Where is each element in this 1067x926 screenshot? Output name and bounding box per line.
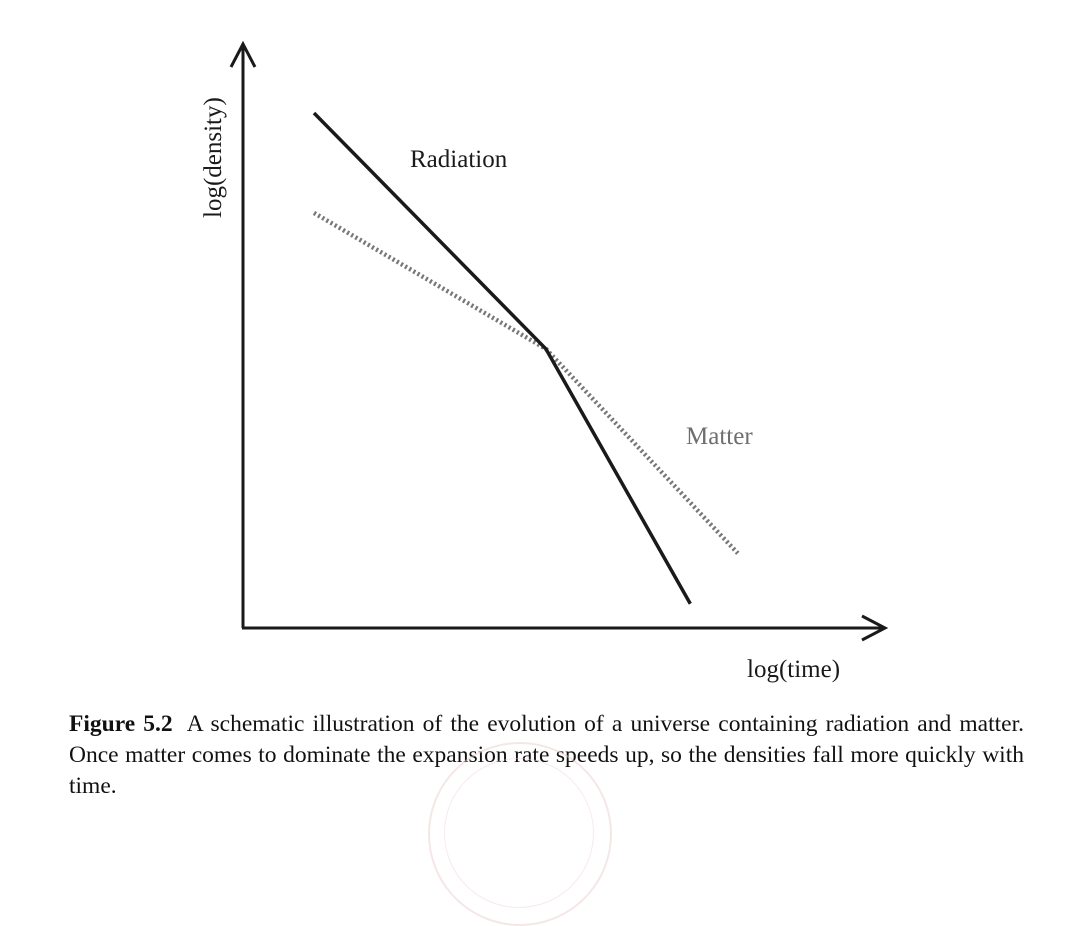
x-axis-arrowhead bbox=[861, 614, 889, 642]
y-axis-arrowhead bbox=[229, 40, 257, 68]
density-evolution-chart: Radiation Matter log(time) log(density) bbox=[200, 40, 889, 683]
matter-label: Matter bbox=[686, 423, 753, 450]
figure-number: Figure 5.2 bbox=[69, 711, 173, 737]
radiation-label: Radiation bbox=[410, 146, 508, 173]
caption-text: A schematic illustration of the evolutio… bbox=[69, 711, 1024, 799]
y-axis-label: log(density) bbox=[200, 97, 227, 218]
matter-line bbox=[312, 210, 740, 555]
x-axis-label: log(time) bbox=[747, 656, 840, 683]
radiation-line bbox=[312, 111, 692, 605]
figure-caption: Figure 5.2 A schematic illustration of th… bbox=[69, 709, 1024, 802]
